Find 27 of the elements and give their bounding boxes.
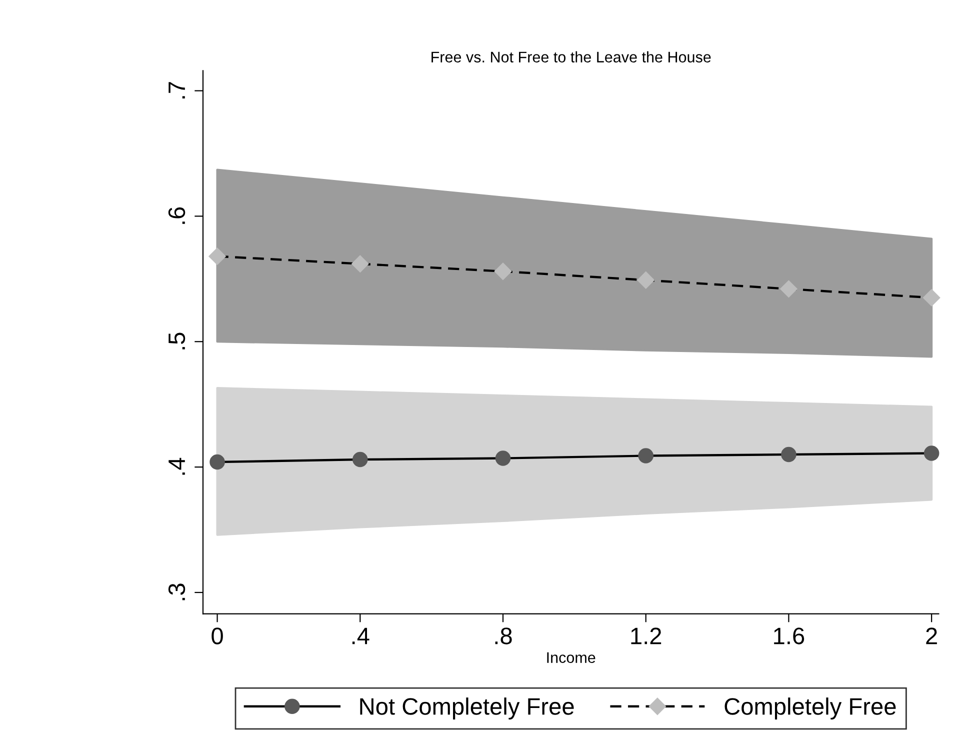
y-tick-label: .7 [168,82,185,98]
x-tick-label: .4 [352,628,370,644]
point [208,248,226,265]
x-tick-label: 2 [926,628,937,644]
point [352,255,369,272]
x-tick-label: 1.2 [631,628,662,644]
point [923,289,940,306]
legend-label: Not Completely Free [360,698,574,720]
point [924,446,940,461]
y-tick-label: .4 [168,458,185,475]
point [494,262,512,280]
x-tick-label: 0 [212,628,223,644]
point [637,272,654,289]
point [495,450,511,466]
y-tick-label: .5 [168,332,186,350]
y-tick-label: .3 [168,584,186,600]
x-tick-label: 1.6 [774,628,804,644]
y-tick-label: .6 [168,207,186,224]
point [638,448,654,464]
point [780,280,798,298]
x-axis-title: Income [547,652,596,664]
point [352,452,368,468]
legend-label: Completely Free [724,698,896,720]
point [210,454,225,470]
x-tick-label: .8 [495,628,512,644]
chart-title: Free vs. Not Free to the Leave the House [432,51,711,62]
point [781,446,796,462]
